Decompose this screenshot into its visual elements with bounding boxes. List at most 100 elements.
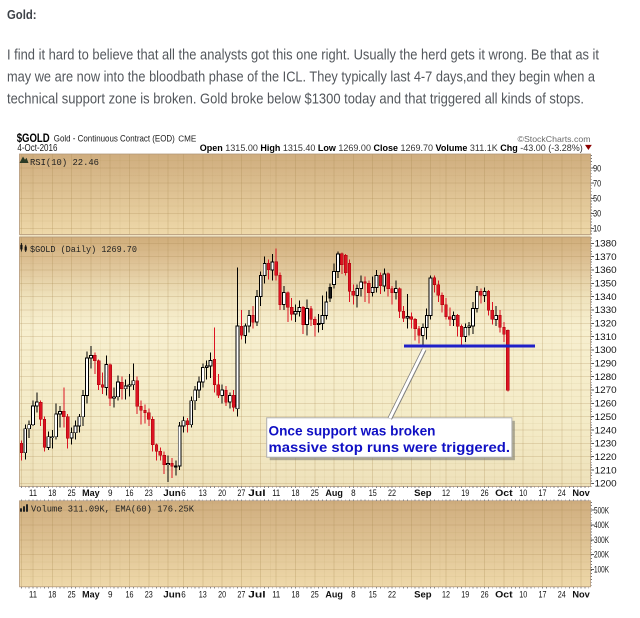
svg-text:18: 18 <box>48 488 56 498</box>
svg-text:1320: 1320 <box>595 319 617 329</box>
svg-text:23: 23 <box>145 488 153 498</box>
svg-text:1280: 1280 <box>595 372 617 382</box>
svg-text:26: 26 <box>481 589 489 599</box>
svg-text:15: 15 <box>369 589 377 599</box>
svg-text:1300: 1300 <box>595 345 617 355</box>
svg-text:10: 10 <box>519 589 527 599</box>
svg-text:11: 11 <box>272 488 280 498</box>
svg-text:25: 25 <box>68 488 76 498</box>
svg-text:19: 19 <box>461 488 469 498</box>
svg-text:9: 9 <box>108 488 113 498</box>
svg-text:1290: 1290 <box>595 359 617 369</box>
svg-text:Nov: Nov <box>572 488 590 498</box>
svg-text:300K: 300K <box>594 535 609 545</box>
svg-text:1330: 1330 <box>595 305 617 315</box>
svg-text:I find it hard to believe that: I find it hard to believe that all the a… <box>7 47 600 64</box>
svg-text:23: 23 <box>145 589 153 599</box>
svg-text:19: 19 <box>461 589 469 599</box>
svg-text:90: 90 <box>593 163 601 173</box>
svg-text:1230: 1230 <box>595 439 617 449</box>
svg-text:Sep: Sep <box>414 488 432 498</box>
svg-text:Nov: Nov <box>572 589 590 599</box>
svg-text:200K: 200K <box>594 550 609 560</box>
svg-text:13: 13 <box>199 488 207 498</box>
svg-text:22: 22 <box>388 589 396 599</box>
svg-text:1310: 1310 <box>595 332 617 342</box>
svg-text:24: 24 <box>558 488 566 498</box>
svg-text:Gold:: Gold: <box>7 7 37 22</box>
svg-text:18: 18 <box>48 589 56 599</box>
svg-text:25: 25 <box>311 589 319 599</box>
svg-text:RSI(10) 22.46: RSI(10) 22.46 <box>30 157 99 168</box>
svg-text:Jul: Jul <box>248 589 266 599</box>
svg-text:30: 30 <box>593 209 601 219</box>
svg-text:11: 11 <box>29 488 37 498</box>
svg-text:25: 25 <box>311 488 319 498</box>
svg-text:16: 16 <box>126 488 134 498</box>
svg-text:Gold - Continuous Contract (EO: Gold - Continuous Contract (EOD) <box>54 133 175 144</box>
svg-text:technical support zone is brok: technical support zone is broken. Gold b… <box>7 91 584 108</box>
svg-text:Oct: Oct <box>495 488 513 498</box>
svg-text:13: 13 <box>199 589 207 599</box>
svg-text:10: 10 <box>519 488 527 498</box>
svg-text:24: 24 <box>558 589 566 599</box>
svg-text:1370: 1370 <box>595 252 617 262</box>
svg-text:50: 50 <box>593 194 601 204</box>
svg-text:1220: 1220 <box>595 452 617 462</box>
svg-text:Aug: Aug <box>325 589 343 599</box>
svg-text:8: 8 <box>351 589 356 599</box>
svg-text:6: 6 <box>181 488 186 498</box>
svg-text:1260: 1260 <box>595 399 617 409</box>
svg-text:20: 20 <box>218 589 226 599</box>
svg-text:CME: CME <box>178 134 196 143</box>
svg-text:May: May <box>82 488 100 498</box>
svg-text:©StockCharts.com: ©StockCharts.com <box>518 134 591 144</box>
svg-text:27: 27 <box>237 589 245 599</box>
svg-text:may we are now into the bloodb: may we are now into the bloodbath phase … <box>7 69 596 86</box>
svg-text:1270: 1270 <box>595 385 617 395</box>
svg-text:18: 18 <box>292 589 300 599</box>
svg-text:Aug: Aug <box>325 488 343 498</box>
svg-text:500K: 500K <box>594 505 609 515</box>
svg-text:8: 8 <box>351 488 356 498</box>
svg-text:25: 25 <box>68 589 76 599</box>
svg-text:100K: 100K <box>594 565 609 575</box>
svg-text:26: 26 <box>481 488 489 498</box>
svg-text:massive stop runs were trigger: massive stop runs were triggered. <box>269 440 511 455</box>
svg-text:11: 11 <box>29 589 37 599</box>
svg-text:1240: 1240 <box>595 425 617 435</box>
svg-text:Open 1315.00 High 1315.40 Low: Open 1315.00 High 1315.40 Low 1269.00 Cl… <box>200 143 583 154</box>
svg-text:1250: 1250 <box>595 412 617 422</box>
svg-text:1360: 1360 <box>595 265 617 275</box>
svg-text:9: 9 <box>108 589 113 599</box>
svg-text:17: 17 <box>539 488 547 498</box>
svg-text:Oct: Oct <box>495 589 513 599</box>
svg-text:1340: 1340 <box>595 292 617 302</box>
svg-text:May: May <box>82 589 100 599</box>
svg-text:1210: 1210 <box>595 465 617 475</box>
svg-text:Sep: Sep <box>414 589 432 599</box>
svg-text:27: 27 <box>237 488 245 498</box>
svg-text:1200: 1200 <box>595 479 617 489</box>
svg-text:15: 15 <box>369 488 377 498</box>
svg-text:20: 20 <box>218 488 226 498</box>
svg-text:$GOLD (Daily) 1269.70: $GOLD (Daily) 1269.70 <box>30 244 137 255</box>
svg-text:$GOLD: $GOLD <box>17 133 50 145</box>
svg-text:Jul: Jul <box>248 488 266 498</box>
svg-text:11: 11 <box>272 589 280 599</box>
svg-text:18: 18 <box>292 488 300 498</box>
svg-text:6: 6 <box>181 589 186 599</box>
svg-text:Once support was broken: Once support was broken <box>269 423 436 438</box>
svg-text:10: 10 <box>593 224 601 234</box>
svg-text:1380: 1380 <box>595 239 617 249</box>
svg-text:1350: 1350 <box>595 279 617 289</box>
svg-text:Volume 311.09K, EMA(60) 176.25: Volume 311.09K, EMA(60) 176.25K <box>31 503 194 514</box>
svg-text:70: 70 <box>593 178 601 188</box>
svg-text:12: 12 <box>442 488 450 498</box>
svg-text:Jun: Jun <box>163 488 181 498</box>
svg-text:400K: 400K <box>594 520 609 530</box>
svg-text:22: 22 <box>388 488 396 498</box>
svg-text:17: 17 <box>539 589 547 599</box>
svg-text:Jun: Jun <box>163 589 181 599</box>
svg-text:16: 16 <box>126 589 134 599</box>
